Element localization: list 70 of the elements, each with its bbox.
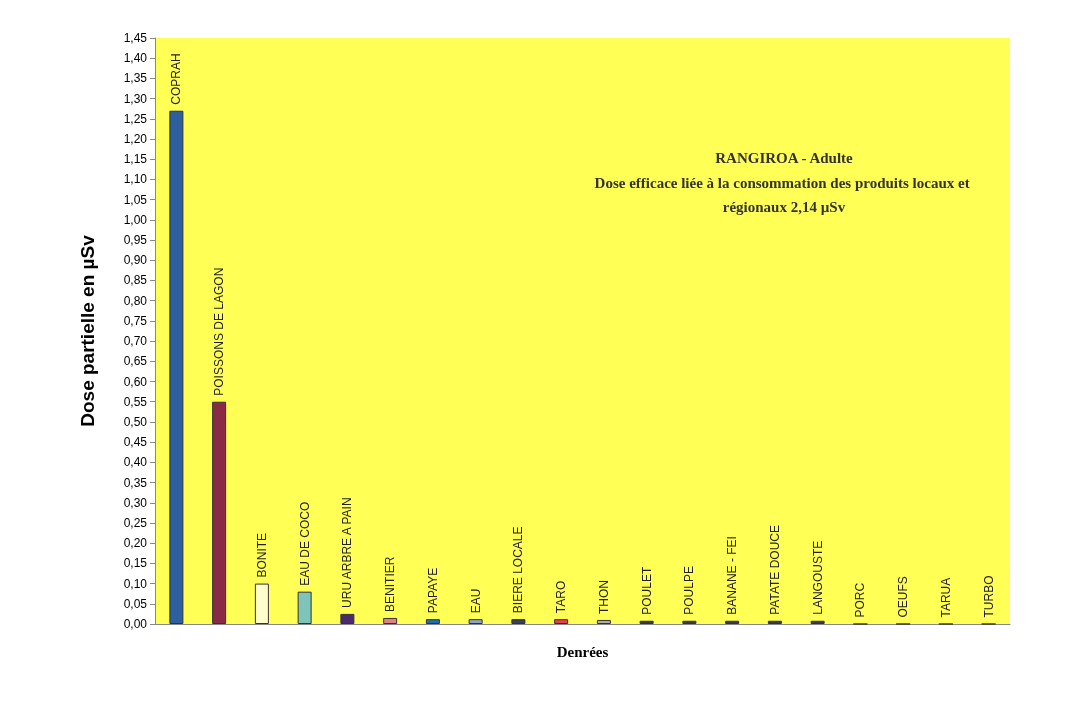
bar xyxy=(254,583,269,624)
y-tick-label: 0,85 xyxy=(123,273,148,288)
bar xyxy=(297,591,312,624)
y-tick-label: 1,05 xyxy=(123,192,148,207)
bar xyxy=(682,620,697,624)
x-axis-title: Denrées xyxy=(556,643,609,660)
y-axis-title: Dose partielle en µSv xyxy=(77,234,98,427)
x-tick-label: BONITE xyxy=(254,532,269,578)
y-tick-label: 0,10 xyxy=(123,576,148,591)
y-tick-label: 0,55 xyxy=(123,394,148,409)
x-tick-label: COPRAH xyxy=(169,53,184,105)
y-tick-label: 0,05 xyxy=(123,596,148,611)
bar xyxy=(511,619,526,624)
y-tick-label: 0,95 xyxy=(123,233,148,248)
text: Dose efficace liée à la consommation des produits locaux et régionaux 2,14 µSv xyxy=(594,175,974,215)
x-tick-label: LANGOUSTE xyxy=(810,540,825,615)
x-tick-label: TARO xyxy=(554,580,569,614)
x-tick-label: THON xyxy=(596,579,611,614)
bar xyxy=(340,613,355,624)
x-tick-label: EAU xyxy=(468,588,483,614)
bar xyxy=(554,619,569,624)
y-tick-label: 1,45 xyxy=(123,31,148,45)
x-tick-label: PORC xyxy=(853,582,868,618)
y-tick-label: 0,80 xyxy=(123,293,148,308)
bar xyxy=(639,620,654,624)
y-tick-label: 0,75 xyxy=(123,313,148,328)
text: RANGIROA - Adulte xyxy=(715,149,854,166)
x-tick-label: OEUFS xyxy=(896,576,911,618)
y-tick-label: 0,15 xyxy=(123,556,148,571)
x-tick-label: POISSONS DE LAGON xyxy=(212,267,227,396)
y-tick-label: 0,25 xyxy=(123,515,148,530)
bar xyxy=(596,619,611,624)
x-tick-label: POULET xyxy=(639,566,654,615)
x-tick-label: TARUA xyxy=(938,577,953,618)
y-tick-label: 1,00 xyxy=(123,212,148,227)
x-tick-label: PATATE DOUCE xyxy=(767,524,782,615)
bar xyxy=(725,620,740,624)
y-tick-label: 0,70 xyxy=(123,334,148,349)
x-tick-label: EAU DE COCO xyxy=(297,501,312,586)
bar xyxy=(425,619,440,624)
bar xyxy=(767,620,782,624)
y-tick-label: 0,45 xyxy=(123,435,148,450)
bar xyxy=(169,110,184,624)
y-tick-label: 1,10 xyxy=(123,172,148,187)
y-tick-label: 0,65 xyxy=(123,354,148,369)
bar xyxy=(468,619,483,624)
x-tick-label: BENITIER xyxy=(383,556,398,612)
bar xyxy=(212,401,227,624)
x-tick-label: TURBO xyxy=(981,575,996,618)
y-tick-label: 0,60 xyxy=(123,374,148,389)
y-tick-label: 0,30 xyxy=(123,495,148,510)
y-tick-label: 1,35 xyxy=(123,71,148,86)
y-tick-label: 1,25 xyxy=(123,111,148,126)
x-tick-label: URU ARBRE A PAIN xyxy=(340,497,355,608)
y-tick-label: 0,00 xyxy=(123,617,148,631)
y-tick-label: 0,35 xyxy=(123,475,148,490)
y-tick-label: 1,40 xyxy=(123,51,148,66)
x-tick-label: BANANE - FEI xyxy=(725,536,740,615)
y-tick-label: 0,90 xyxy=(123,253,148,268)
y-tick-label: 0,40 xyxy=(123,455,148,470)
y-tick-label: 0,50 xyxy=(123,414,148,429)
bar xyxy=(810,620,825,624)
y-tick-label: 1,20 xyxy=(123,132,148,147)
x-tick-label: PAPAYE xyxy=(425,567,440,614)
y-tick-label: 0,20 xyxy=(123,536,148,551)
bar xyxy=(383,617,398,624)
x-tick-label: POULPE xyxy=(682,566,697,615)
y-tick-label: 1,30 xyxy=(123,91,148,106)
y-tick-label: 1,15 xyxy=(123,152,148,167)
x-tick-label: BIERE LOCALE xyxy=(511,526,526,614)
